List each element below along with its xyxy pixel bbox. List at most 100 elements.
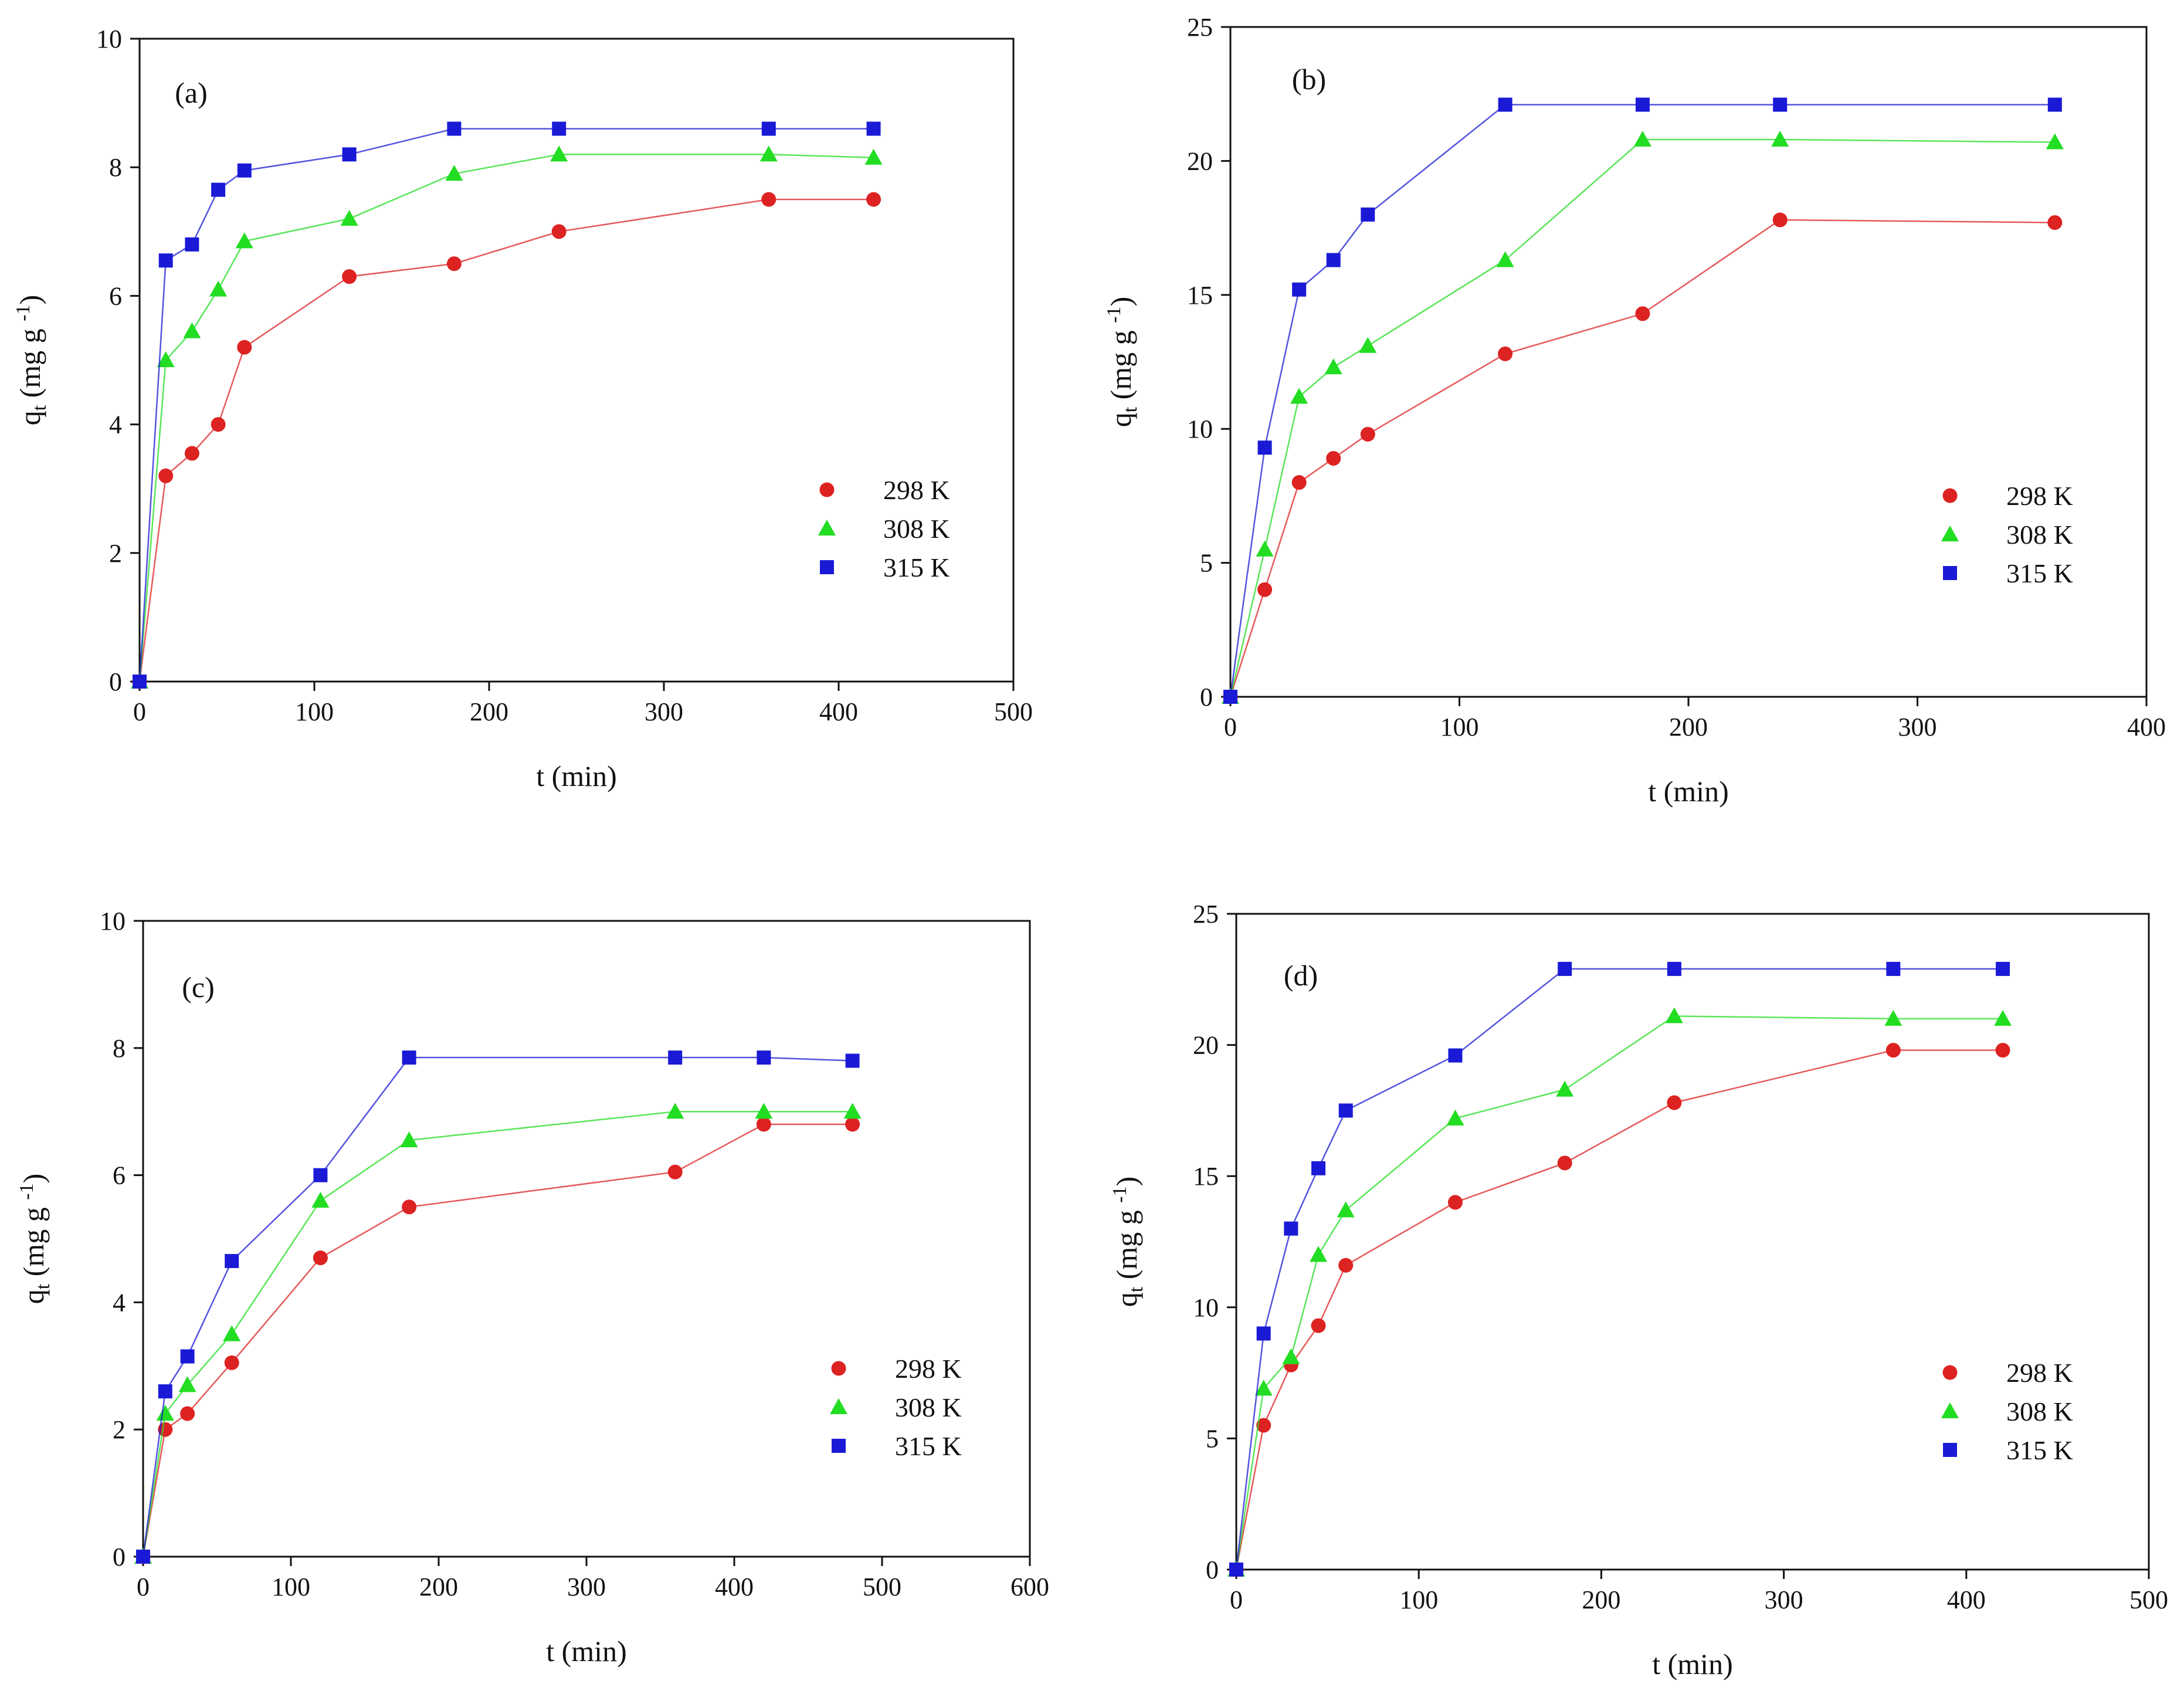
plot-frame bbox=[142, 920, 1031, 1558]
data-point-298K bbox=[1772, 212, 1788, 228]
x-axis-title: t (min) bbox=[1648, 775, 1728, 808]
x-tick-label: 300 bbox=[567, 1573, 606, 1601]
legend-label: 298 K bbox=[2006, 481, 2073, 511]
data-point-315K bbox=[1361, 207, 1375, 222]
y-tick-label: 10 bbox=[1193, 1293, 1219, 1322]
legend: 298 K 308 K 315 K bbox=[818, 475, 950, 582]
chart-panel-1: 0 100 200 300 400 500 0 2 4 6 8 10 t (min) qt (mg g -… bbox=[12, 25, 1033, 792]
data-point-315K bbox=[1338, 1103, 1353, 1118]
data-point-308K bbox=[445, 165, 463, 181]
data-point-315K bbox=[552, 121, 567, 136]
y-title-unit: (mg g bbox=[1104, 323, 1137, 407]
x-tick-label: 300 bbox=[1898, 713, 1937, 741]
data-point-315K bbox=[158, 1384, 172, 1399]
legend-label: 298 K bbox=[2006, 1358, 2073, 1388]
x-axis-title: t (min) bbox=[546, 1635, 626, 1668]
data-point-298K bbox=[667, 1164, 683, 1180]
data-point-315K bbox=[1284, 1221, 1298, 1236]
data-point-308K bbox=[755, 1103, 773, 1119]
x-tick-label: 0 bbox=[133, 697, 146, 726]
data-point-308K bbox=[1665, 1007, 1683, 1024]
data-point-298K bbox=[224, 1355, 239, 1370]
data-point-308K bbox=[1556, 1080, 1574, 1097]
y-tick-label: 5 bbox=[1206, 1424, 1219, 1453]
series-line-298K bbox=[138, 198, 874, 682]
data-point-298K bbox=[1311, 1318, 1326, 1333]
data-point-315K bbox=[2047, 97, 2062, 112]
data-point-298K bbox=[1498, 346, 1513, 361]
x-tick-label: 0 bbox=[1224, 713, 1237, 741]
data-point-315K bbox=[342, 147, 357, 162]
legend-marker bbox=[820, 560, 834, 574]
y-tick-label: 10 bbox=[96, 25, 122, 53]
chart-panel-4: 0 100 200 300 400 500 0 5 10 15 20 25 t (min) qt (mg … bbox=[1109, 900, 2168, 1680]
data-point-298K bbox=[1447, 1195, 1463, 1210]
data-point-308K bbox=[1254, 1380, 1273, 1396]
y-tick-label: 6 bbox=[113, 1161, 126, 1190]
series-line-308K bbox=[1229, 138, 2055, 697]
data-point-308K bbox=[1310, 1246, 1328, 1262]
y-tick-label: 15 bbox=[1187, 281, 1213, 310]
legend-label: 308 K bbox=[2006, 520, 2073, 550]
data-point-308K bbox=[843, 1103, 862, 1119]
data-point-308K bbox=[1446, 1109, 1464, 1126]
data-point-308K bbox=[1282, 1348, 1300, 1364]
series-line-308K bbox=[1235, 1015, 2003, 1570]
data-point-308K bbox=[1994, 1009, 2012, 1026]
data-point-315K bbox=[185, 237, 199, 252]
data-point-315K bbox=[761, 121, 776, 136]
y-tick-label: 0 bbox=[1206, 1556, 1219, 1584]
legend-label: 308 K bbox=[883, 514, 950, 544]
x-tick-label: 400 bbox=[819, 697, 858, 726]
data-point-315K bbox=[136, 1550, 150, 1564]
legend: 298 K 308 K 315 K bbox=[1941, 481, 2073, 588]
data-point-315K bbox=[447, 121, 462, 136]
panel-label: (a) bbox=[175, 76, 208, 109]
data-point-298K bbox=[1885, 1043, 1901, 1058]
legend-marker bbox=[832, 1439, 846, 1453]
data-point-315K bbox=[757, 1050, 771, 1065]
legend-marker bbox=[1941, 1402, 1959, 1418]
series-line-308K bbox=[142, 1110, 853, 1557]
y-axis-title: qt (mg g -1) bbox=[1103, 297, 1141, 427]
data-point-298K bbox=[1995, 1043, 2010, 1058]
data-point-315K bbox=[1667, 961, 1681, 976]
x-tick-label: 100 bbox=[272, 1573, 310, 1601]
x-tick-label: 600 bbox=[1010, 1573, 1049, 1601]
y-tick-label: 20 bbox=[1193, 1031, 1219, 1060]
legend-marker bbox=[1941, 526, 1959, 541]
data-point-298K bbox=[761, 192, 776, 207]
data-point-315K bbox=[668, 1050, 683, 1065]
legend-label: 315 K bbox=[2006, 558, 2073, 588]
data-point-298K bbox=[1291, 475, 1307, 490]
y-title-superscript: -1 bbox=[1103, 306, 1125, 323]
y-tick-label: 8 bbox=[109, 153, 122, 182]
data-point-308K bbox=[1496, 251, 1514, 267]
y-title-superscript: -1 bbox=[16, 1183, 38, 1199]
legend-marker bbox=[1942, 1365, 1958, 1380]
legend-marker bbox=[818, 520, 836, 536]
data-point-308K bbox=[400, 1131, 418, 1147]
data-point-315K bbox=[1229, 1563, 1243, 1577]
legend-label: 315 K bbox=[883, 553, 950, 582]
data-point-298K bbox=[184, 446, 199, 461]
x-axis-title: t (min) bbox=[1652, 1648, 1732, 1680]
data-point-308K bbox=[157, 351, 175, 367]
y-tick-label: 0 bbox=[109, 667, 122, 696]
data-point-308K bbox=[550, 145, 568, 162]
y-title-q: q bbox=[17, 1289, 50, 1304]
y-title-unit: (mg g bbox=[1110, 1203, 1143, 1287]
data-point-298K bbox=[866, 192, 881, 207]
data-point-308K bbox=[183, 322, 201, 338]
y-title-unit: (mg g bbox=[13, 321, 46, 405]
chart-panel-2: 0 100 200 300 400 0 5 10 15 20 25 t (min) qt (mg g -… bbox=[1103, 13, 2166, 808]
y-tick-label: 25 bbox=[1193, 900, 1219, 928]
legend-marker bbox=[1943, 1443, 1957, 1457]
data-point-298K bbox=[1635, 306, 1650, 321]
y-title-close: ) bbox=[1104, 297, 1137, 307]
series-line-315K bbox=[1235, 968, 2003, 1570]
plot-frame bbox=[1235, 913, 2150, 1571]
data-point-315K bbox=[1635, 97, 1650, 112]
legend-marker bbox=[831, 1361, 846, 1376]
